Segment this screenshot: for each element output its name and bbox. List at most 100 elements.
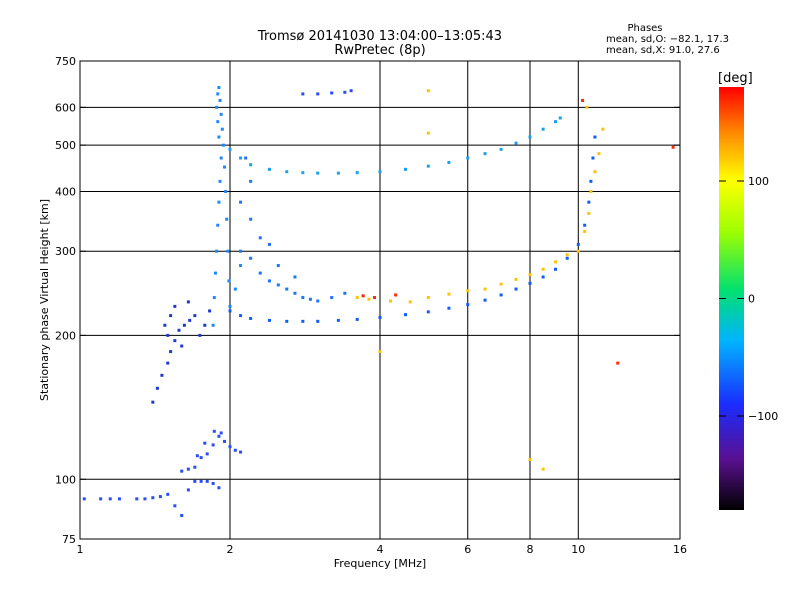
- data-point: [267, 242, 271, 246]
- data-point: [258, 271, 262, 275]
- data-point: [499, 293, 503, 297]
- data-point: [394, 293, 398, 297]
- data-point: [205, 479, 209, 483]
- data-point: [199, 456, 203, 460]
- data-point: [186, 467, 190, 471]
- data-point: [249, 256, 253, 260]
- data-point: [565, 253, 569, 257]
- data-point: [211, 481, 215, 485]
- data-point: [349, 89, 353, 93]
- data-point: [212, 429, 216, 433]
- data-point: [528, 457, 532, 461]
- data-point: [285, 319, 289, 323]
- data-point: [576, 242, 580, 246]
- data-point: [228, 147, 232, 151]
- data-point: [211, 323, 215, 327]
- x-tick-label: 2: [227, 543, 234, 556]
- data-point: [239, 249, 243, 253]
- data-point: [193, 465, 197, 469]
- y-tick-label: 400: [55, 185, 76, 198]
- data-point: [378, 170, 382, 174]
- data-point: [267, 279, 271, 283]
- data-point: [308, 297, 312, 301]
- data-point: [483, 152, 487, 156]
- stats-line-o: mean, sd,O: −82.1, 17.3: [606, 34, 729, 45]
- data-point: [343, 291, 347, 295]
- data-point: [336, 171, 340, 175]
- x-axis-label: Frequency [MHz]: [334, 557, 426, 570]
- data-point: [160, 373, 164, 377]
- y-tick-label: 200: [55, 329, 76, 342]
- x-axis-ticks: 1 2 4 6 8 10 16: [77, 543, 688, 556]
- data-point: [258, 236, 262, 240]
- data-point: [285, 287, 289, 291]
- data-point: [378, 350, 382, 354]
- data-point: [195, 454, 199, 458]
- data-point: [219, 112, 223, 116]
- data-point: [193, 479, 197, 483]
- colorbar-tick-label: 0: [748, 293, 755, 306]
- data-point: [671, 145, 675, 149]
- data-point: [180, 513, 184, 517]
- data-point: [215, 249, 219, 253]
- data-point: [541, 267, 545, 271]
- data-point: [228, 445, 232, 449]
- data-point: [239, 450, 243, 454]
- data-point: [244, 156, 248, 160]
- data-point: [169, 350, 173, 354]
- data-point: [601, 127, 605, 131]
- data-point: [426, 164, 430, 168]
- data-point: [219, 431, 223, 435]
- data-point: [514, 141, 518, 145]
- grid: [80, 61, 680, 539]
- data-point: [316, 299, 320, 303]
- data-point: [151, 496, 155, 500]
- data-point: [330, 91, 334, 95]
- y-tick-label: 600: [55, 101, 76, 114]
- x-tick-label: 8: [527, 543, 534, 556]
- stats-heading: Phases: [627, 23, 662, 34]
- data-point: [593, 135, 597, 139]
- data-point: [99, 497, 103, 501]
- data-point: [239, 264, 243, 268]
- data-point: [591, 156, 595, 160]
- data-point: [361, 294, 365, 298]
- data-point: [198, 333, 202, 337]
- data-point: [355, 296, 359, 300]
- data-point: [173, 304, 177, 308]
- data-point: [553, 267, 557, 271]
- data-point: [203, 441, 207, 445]
- data-point: [249, 179, 253, 183]
- data-point: [135, 497, 139, 501]
- data-point: [217, 86, 221, 90]
- data-point: [249, 316, 253, 320]
- data-point: [193, 314, 197, 318]
- data-point: [180, 344, 184, 348]
- data-point: [301, 319, 305, 323]
- data-point: [301, 92, 305, 96]
- data-point: [228, 309, 232, 313]
- data-point: [541, 275, 545, 279]
- data-point: [426, 296, 430, 300]
- data-point: [217, 135, 221, 139]
- data-point: [199, 479, 203, 483]
- data-point: [239, 156, 243, 160]
- x-tick-label: 6: [464, 543, 471, 556]
- colorbar: [deg] 100 0 −100: [718, 71, 778, 510]
- data-point: [226, 249, 230, 253]
- data-point: [583, 229, 587, 233]
- data-point: [217, 486, 221, 490]
- data-point: [217, 434, 221, 438]
- data-point: [343, 90, 347, 94]
- data-point: [466, 289, 470, 293]
- data-point: [426, 131, 430, 135]
- data-point: [217, 200, 221, 204]
- data-point: [151, 400, 155, 404]
- data-point: [589, 179, 593, 183]
- data-point: [336, 318, 340, 322]
- data-point: [483, 298, 487, 302]
- y-tick-label: 100: [55, 473, 76, 486]
- data-point: [169, 314, 173, 318]
- data-point: [528, 281, 532, 285]
